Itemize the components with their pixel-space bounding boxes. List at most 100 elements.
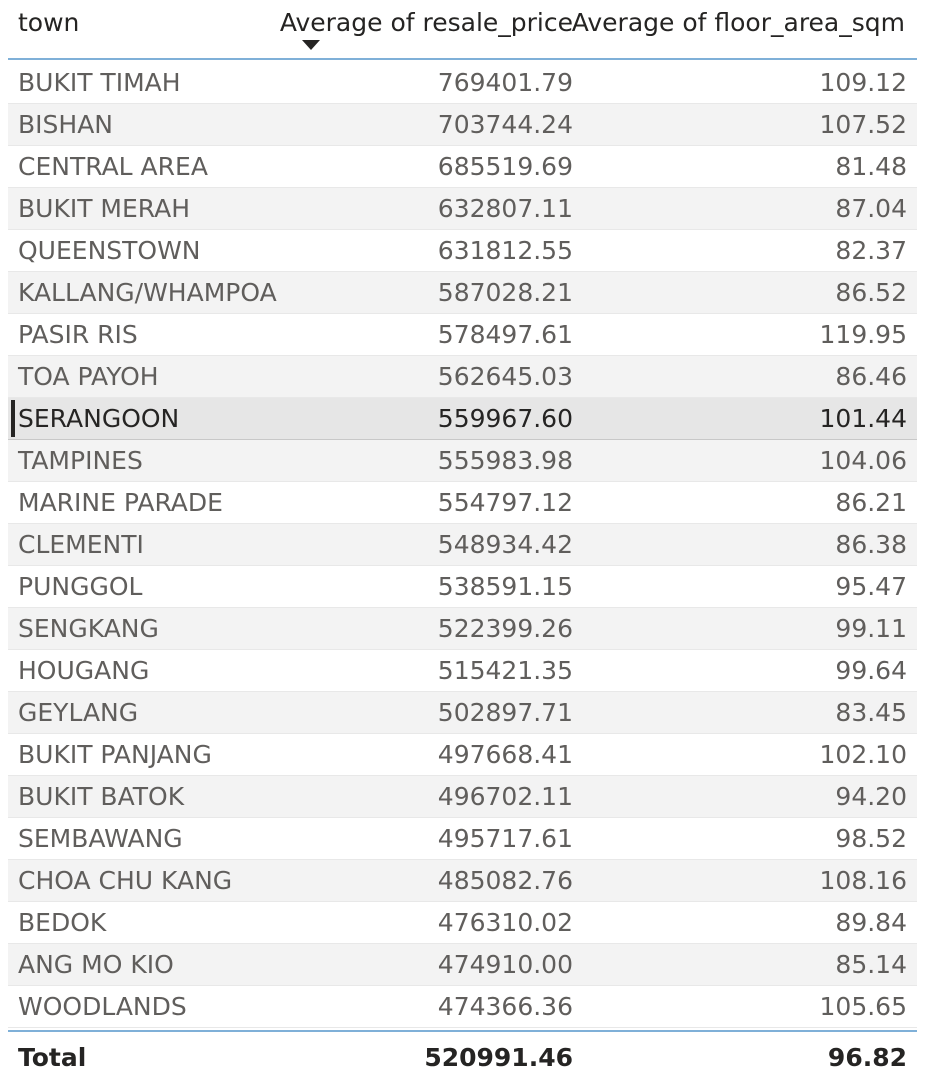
cell-area: 83.45 [835, 698, 907, 727]
cell-town: BUKIT TIMAH [18, 68, 181, 97]
cell-town: TOA PAYOH [18, 362, 159, 391]
cell-area: 98.52 [835, 824, 907, 853]
total-resale-price: 520991.46 [424, 1043, 573, 1072]
table-visual: town Average of resale_price Average of … [8, 0, 917, 1084]
cell-price: 474366.36 [437, 992, 573, 1021]
cell-price: 703744.24 [437, 110, 573, 139]
cell-town: CENTRAL AREA [18, 152, 208, 181]
cell-town: QUEENSTOWN [18, 236, 201, 265]
cell-town: BUKIT BATOK [18, 782, 185, 811]
cell-price: 515421.35 [437, 656, 573, 685]
table-row[interactable]: TOA PAYOH 562645.03 86.46 [8, 356, 917, 398]
cell-town: SEMBAWANG [18, 824, 183, 853]
cell-town: ANG MO KIO [18, 950, 174, 979]
table-row[interactable]: SERANGOON 559967.60 101.44 [8, 398, 917, 440]
cell-price: 685519.69 [437, 152, 573, 181]
cell-area: 82.37 [835, 236, 907, 265]
table-row[interactable]: GEYLANG 502897.71 83.45 [8, 692, 917, 734]
cell-town: SERANGOON [18, 404, 180, 433]
cell-town: GEYLANG [18, 698, 139, 727]
table-row[interactable]: CENTRAL AREA 685519.69 81.48 [8, 146, 917, 188]
cell-price: 559967.60 [437, 404, 573, 433]
cell-area: 109.12 [819, 68, 907, 97]
cell-area: 102.10 [819, 740, 907, 769]
cell-town: BUKIT PANJANG [18, 740, 212, 769]
cell-town: SENGKANG [18, 614, 159, 643]
table-row[interactable]: SEMBAWANG 495717.61 98.52 [8, 818, 917, 860]
cell-price: 578497.61 [437, 320, 573, 349]
cell-town: PUNGGOL [18, 572, 143, 601]
column-header-town[interactable]: town [18, 8, 80, 37]
cell-area: 119.95 [819, 320, 907, 349]
cell-price: 538591.15 [437, 572, 573, 601]
total-floor-area: 96.82 [827, 1043, 907, 1072]
table-row[interactable]: TAMPINES 555983.98 104.06 [8, 440, 917, 482]
cell-price: 631812.55 [437, 236, 573, 265]
cell-town: KALLANG/WHAMPOA [18, 278, 277, 307]
cell-price: 562645.03 [437, 362, 573, 391]
cell-area: 108.16 [819, 866, 907, 895]
cell-price: 485082.76 [437, 866, 573, 895]
table-row[interactable]: BUKIT PANJANG 497668.41 102.10 [8, 734, 917, 776]
table-row[interactable]: SENGKANG 522399.26 99.11 [8, 608, 917, 650]
column-header-floor-area[interactable]: Average of floor_area_sqm [571, 8, 905, 37]
cell-price: 522399.26 [437, 614, 573, 643]
cell-price: 502897.71 [437, 698, 573, 727]
cell-price: 555983.98 [437, 446, 573, 475]
cell-area: 85.14 [835, 950, 907, 979]
table-row[interactable]: MARINE PARADE 554797.12 86.21 [8, 482, 917, 524]
cell-area: 89.84 [835, 908, 907, 937]
table-row[interactable]: BUKIT TIMAH 769401.79 109.12 [8, 62, 917, 104]
cell-area: 99.11 [835, 614, 907, 643]
cell-area: 81.48 [835, 152, 907, 181]
cell-area: 101.44 [819, 404, 907, 433]
table-body: BUKIT TIMAH 769401.79 109.12 BISHAN 703744.2… [8, 62, 917, 1028]
cell-price: 495717.61 [437, 824, 573, 853]
cell-area: 105.65 [819, 992, 907, 1021]
cell-area: 87.04 [835, 194, 907, 223]
table-row[interactable]: BISHAN 703744.24 107.52 [8, 104, 917, 146]
cell-price: 497668.41 [437, 740, 573, 769]
table-row[interactable]: PUNGGOL 538591.15 95.47 [8, 566, 917, 608]
column-header-resale-price[interactable]: Average of resale_price [279, 8, 573, 37]
cell-price: 632807.11 [437, 194, 573, 223]
table-row[interactable]: HOUGANG 515421.35 99.64 [8, 650, 917, 692]
table-row[interactable]: WOODLANDS 474366.36 105.65 [8, 986, 917, 1028]
total-label: Total [18, 1043, 87, 1072]
table-row[interactable]: CHOA CHU KANG 485082.76 108.16 [8, 860, 917, 902]
table-row[interactable]: PASIR RIS 578497.61 119.95 [8, 314, 917, 356]
cell-area: 86.46 [835, 362, 907, 391]
cell-town: CHOA CHU KANG [18, 866, 233, 895]
cell-area: 86.21 [835, 488, 907, 517]
table-row[interactable]: QUEENSTOWN 631812.55 82.37 [8, 230, 917, 272]
cell-price: 554797.12 [437, 488, 573, 517]
cell-town: BISHAN [18, 110, 113, 139]
table-row[interactable]: BUKIT BATOK 496702.11 94.20 [8, 776, 917, 818]
cell-price: 496702.11 [437, 782, 573, 811]
cell-town: PASIR RIS [18, 320, 138, 349]
table-header: town Average of resale_price Average of … [8, 0, 917, 60]
cell-town: BUKIT MERAH [18, 194, 191, 223]
table-row[interactable]: BUKIT MERAH 632807.11 87.04 [8, 188, 917, 230]
table-row[interactable]: ANG MO KIO 474910.00 85.14 [8, 944, 917, 986]
table-row[interactable]: KALLANG/WHAMPOA 587028.21 86.52 [8, 272, 917, 314]
cell-price: 474910.00 [437, 950, 573, 979]
total-row: Total 520991.46 96.82 [8, 1030, 917, 1084]
cell-price: 548934.42 [437, 530, 573, 559]
cell-town: MARINE PARADE [18, 488, 223, 517]
table-row[interactable]: CLEMENTI 548934.42 86.38 [8, 524, 917, 566]
cell-area: 86.38 [835, 530, 907, 559]
cell-area: 99.64 [835, 656, 907, 685]
cell-town: BEDOK [18, 908, 107, 937]
cell-price: 587028.21 [437, 278, 573, 307]
cell-area: 94.20 [835, 782, 907, 811]
cell-town: HOUGANG [18, 656, 150, 685]
cell-town: WOODLANDS [18, 992, 187, 1021]
cell-price: 476310.02 [437, 908, 573, 937]
sort-descending-icon[interactable] [302, 40, 320, 50]
cell-area: 104.06 [819, 446, 907, 475]
cell-area: 95.47 [835, 572, 907, 601]
table-row[interactable]: BEDOK 476310.02 89.84 [8, 902, 917, 944]
cell-town: TAMPINES [18, 446, 143, 475]
cell-area: 107.52 [819, 110, 907, 139]
